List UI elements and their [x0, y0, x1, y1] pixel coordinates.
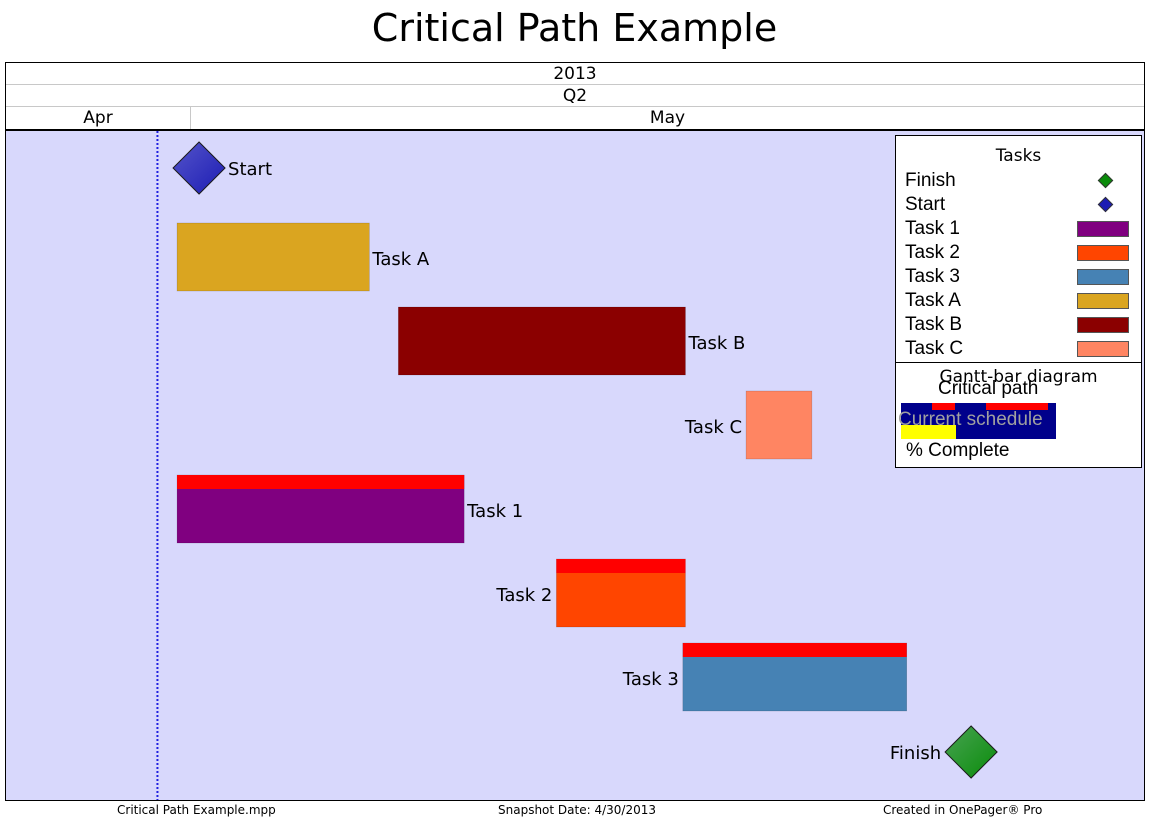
critical-path-sample-1 [932, 403, 955, 410]
critical-path-label: Critical path [938, 378, 1039, 399]
legend-label-finish: Finish [905, 170, 956, 191]
legend-item-task-b: Task B [905, 313, 1135, 337]
bar-label-task-a: Task A [371, 249, 430, 270]
critical-strip-task-3 [682, 643, 907, 657]
timescale-year: 2013 [6, 63, 1144, 85]
legend-divider [896, 362, 1141, 363]
bar-label-task-b: Task B [687, 333, 745, 354]
milestone-label-finish: Finish [890, 743, 941, 764]
legend-title: Tasks [995, 146, 1042, 166]
footer-snapshot-date: Snapshot Date: 4/30/2013 [498, 803, 656, 817]
gantt-chart-svg: Start Task A Task B Task C Task 1 Task 2 Task … [156, 131, 998, 800]
legend-item-finish: Finish [905, 169, 1135, 193]
legend-swatch-task-1 [1077, 221, 1129, 237]
legend-label-start: Start [905, 194, 946, 215]
legend-swatch-task-c [1077, 341, 1129, 357]
legend-item-start: Start [905, 193, 1135, 217]
critical-strip-task-2 [556, 559, 686, 573]
current-schedule-label: Current schedule [898, 409, 1043, 430]
bar-task-b [398, 306, 686, 376]
footer-created-in: Created in OnePager® Pro [883, 803, 1043, 817]
timescale-header: 2013 Q2 Apr May [5, 62, 1145, 130]
bar-label-task-c: Task C [684, 417, 742, 438]
footer-file-name: Critical Path Example.mpp [117, 803, 276, 817]
timescale-months: Apr May [6, 107, 1144, 129]
timescale-month-may: May [649, 108, 686, 128]
legend-label-task-3: Task 3 [905, 266, 960, 287]
bar-task-c [745, 390, 813, 460]
legend-item-task-2: Task 2 [905, 241, 1135, 265]
milestone-finish [944, 725, 998, 779]
percent-complete-label: % Complete [906, 440, 1010, 461]
legend-swatch-task-3 [1077, 269, 1129, 285]
milestone-label-start: Start [228, 159, 272, 180]
legend-label-task-2: Task 2 [905, 242, 960, 263]
timescale-month-apr: Apr [6, 107, 191, 129]
legend: Tasks Finish Start Task 1 Task 2 Task 3 … [895, 135, 1142, 468]
legend-swatch-task-a [1077, 293, 1129, 309]
legend-swatch-task-2 [1077, 245, 1129, 261]
finish-diamond-icon [1097, 172, 1114, 189]
percent-complete-sample [901, 425, 956, 439]
legend-swatch-task-b [1077, 317, 1129, 333]
legend-label-task-1: Task 1 [905, 218, 960, 239]
legend-label-task-c: Task C [905, 338, 964, 359]
legend-item-task-c: Task C [905, 337, 1135, 361]
critical-path-sample-2 [986, 403, 1048, 410]
legend-item-task-1: Task 1 [905, 217, 1135, 241]
bar-label-task-2: Task 2 [495, 585, 552, 606]
milestone-start [172, 141, 226, 195]
legend-item-task-3: Task 3 [905, 265, 1135, 289]
bar-task-a [176, 222, 370, 292]
gantt-bar-diagram-title: Gantt-bar diagram [939, 367, 1098, 387]
bar-label-task-1: Task 1 [466, 501, 523, 522]
critical-strip-task-1 [177, 475, 465, 489]
legend-label-task-a: Task A [905, 290, 961, 311]
bar-label-task-3: Task 3 [622, 669, 679, 690]
start-diamond-icon [1097, 196, 1114, 213]
timescale-quarter: Q2 [6, 85, 1144, 107]
legend-item-task-a: Task A [905, 289, 1135, 313]
chart-title: Critical Path Example [371, 6, 778, 50]
gantt-bar-sample [901, 403, 1056, 439]
legend-label-task-b: Task B [905, 314, 963, 335]
